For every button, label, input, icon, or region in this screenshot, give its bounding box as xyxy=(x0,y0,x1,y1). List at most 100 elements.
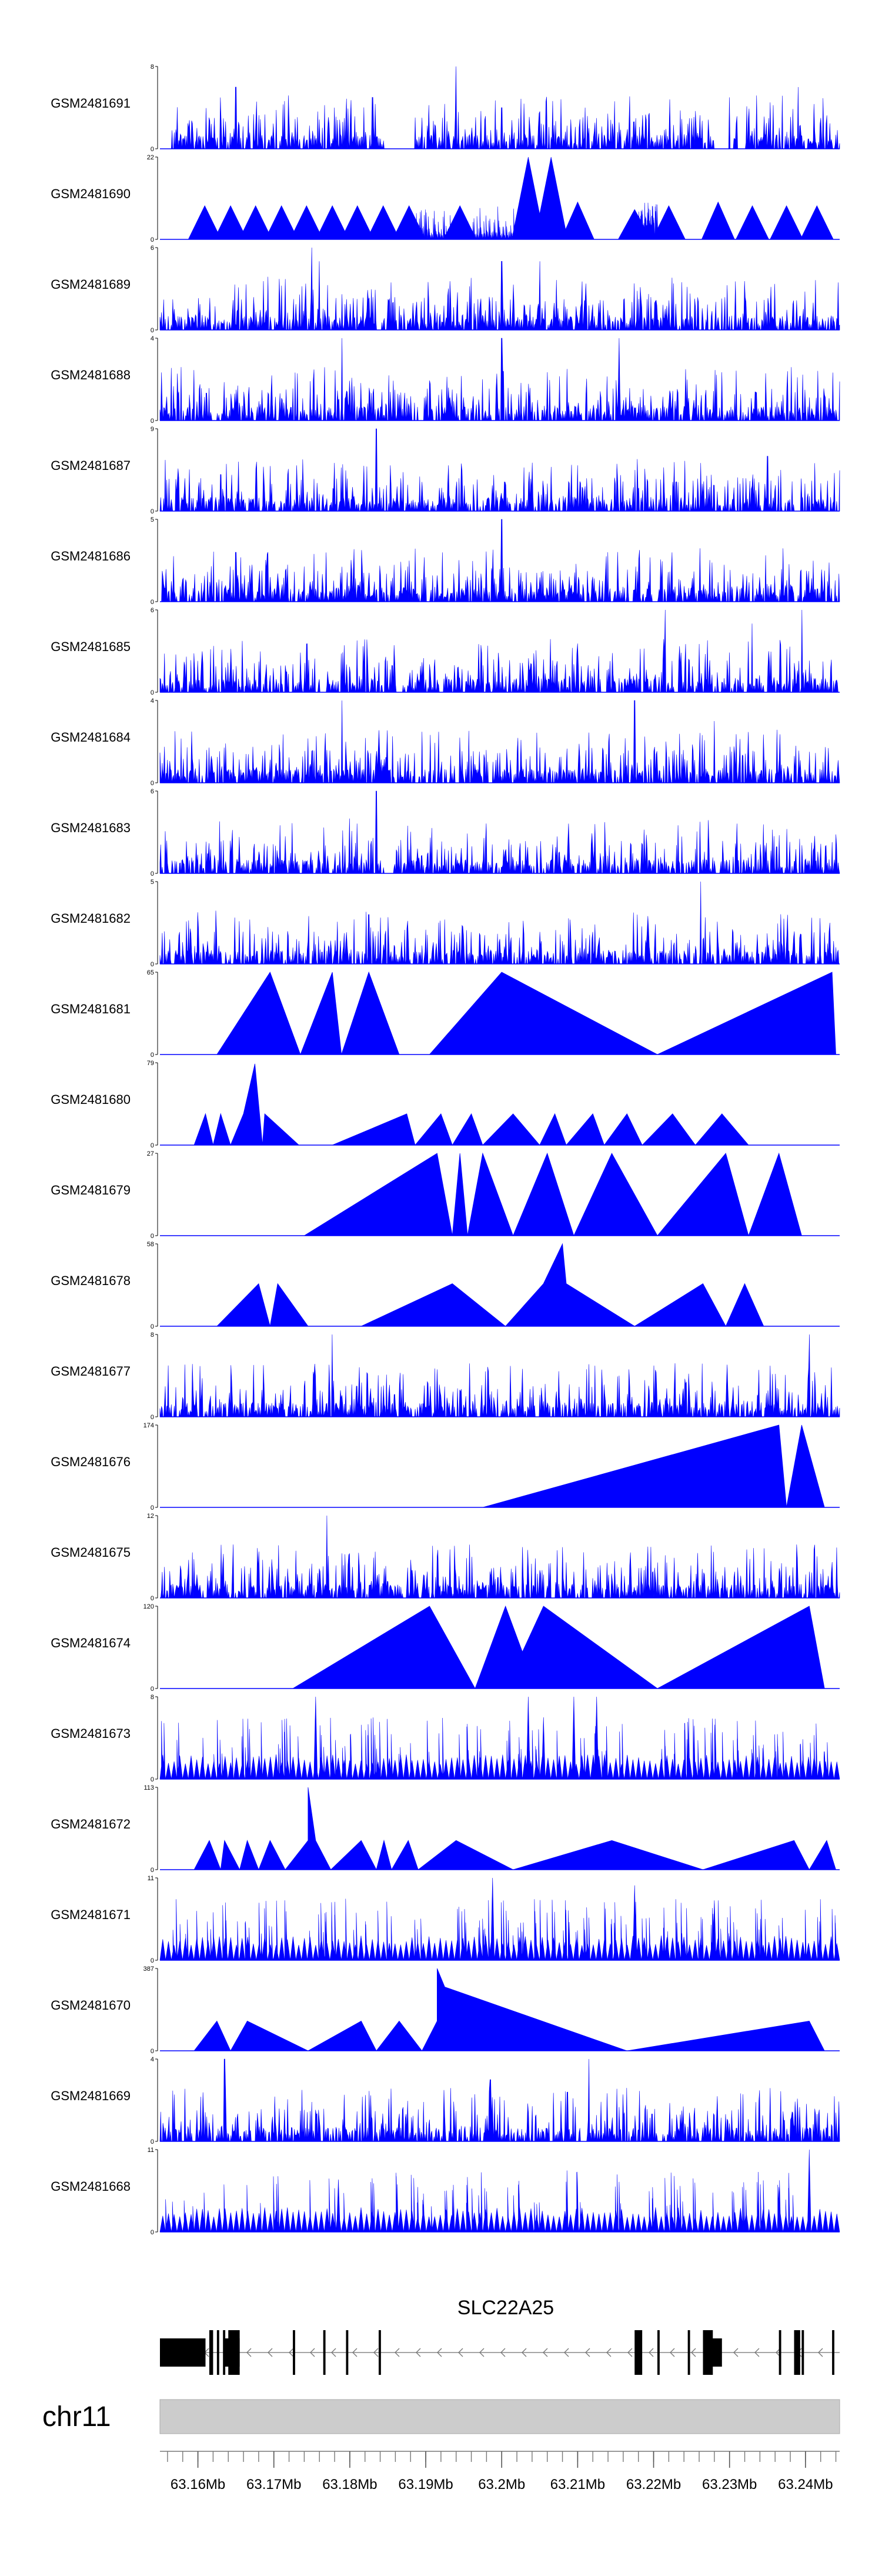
y-min-label: 0 xyxy=(151,146,154,153)
axis-tick-label: 63.22Mb xyxy=(626,2477,681,2492)
gene-exon-thick xyxy=(160,2338,206,2367)
strand-arrow xyxy=(754,2348,760,2357)
strand-arrow xyxy=(543,2348,548,2357)
track-label: GSM2481675 xyxy=(51,1545,131,1560)
coverage-track: GSM2481690 22 0 xyxy=(51,154,840,243)
strand-arrow xyxy=(395,2348,400,2357)
y-max-label: 4 xyxy=(151,698,154,705)
coverage-area xyxy=(159,1334,840,1417)
chromosome-label: chr11 xyxy=(42,2401,111,2432)
y-min-label: 0 xyxy=(151,2229,154,2236)
track-label: GSM2481689 xyxy=(51,277,131,292)
y-max-label: 113 xyxy=(143,1784,154,1791)
axis-tick-label: 63.24Mb xyxy=(778,2477,833,2492)
y-max-label: 79 xyxy=(147,1060,154,1067)
track-label: GSM2481673 xyxy=(51,1726,131,1741)
y-max-label: 11 xyxy=(148,2147,154,2154)
gene-exon-thin xyxy=(346,2330,349,2375)
coverage-area xyxy=(160,519,840,602)
y-min-label: 0 xyxy=(151,1414,154,1421)
coverage-area xyxy=(159,2058,840,2142)
y-max-label: 387 xyxy=(143,1966,154,1973)
track-label: GSM2481676 xyxy=(51,1454,131,1469)
track-label: GSM2481670 xyxy=(51,1998,131,2013)
y-max-label: 8 xyxy=(151,1694,154,1701)
coverage-area xyxy=(160,1515,840,1599)
coverage-track: GSM2481669 4 0 xyxy=(51,2056,840,2145)
y-min-label: 0 xyxy=(151,2048,154,2055)
coverage-area xyxy=(159,338,840,421)
y-max-label: 6 xyxy=(151,788,154,795)
strand-arrow xyxy=(246,2348,252,2357)
track-label: GSM2481684 xyxy=(51,730,131,745)
y-max-label: 58 xyxy=(147,1241,154,1248)
strand-arrow xyxy=(458,2348,463,2357)
strand-arrow xyxy=(606,2348,612,2357)
strand-arrow xyxy=(289,2348,294,2357)
strand-arrow xyxy=(818,2348,823,2357)
y-max-label: 6 xyxy=(151,607,154,614)
gene-exon-thin xyxy=(228,2330,240,2375)
gene-track: SLC22A25 xyxy=(160,2297,840,2375)
track-label: GSM2481682 xyxy=(51,911,131,926)
strand-arrow xyxy=(352,2348,358,2357)
strand-arrow xyxy=(733,2348,739,2357)
y-min-label: 0 xyxy=(151,508,154,515)
axis-tick-label: 63.16Mb xyxy=(171,2477,225,2492)
coverage-tracks: GSM248169180GSM2481690220GSM248168960GSM… xyxy=(51,64,840,2236)
coverage-area xyxy=(159,790,840,874)
gene-exon-thin xyxy=(687,2330,690,2375)
y-min-label: 0 xyxy=(151,870,154,877)
strand-arrow xyxy=(416,2348,421,2357)
track-label: GSM2481678 xyxy=(51,1273,131,1288)
y-min-label: 0 xyxy=(151,1504,154,1511)
gene-exon-thin xyxy=(634,2330,643,2375)
coverage-track: GSM2481673 8 0 xyxy=(51,1694,840,1783)
coverage-area xyxy=(175,1787,837,1871)
coverage-area xyxy=(175,1968,836,2051)
track-label: GSM2481677 xyxy=(51,1364,131,1379)
track-label: GSM2481690 xyxy=(51,186,131,201)
y-min-label: 0 xyxy=(151,1052,154,1059)
strand-arrow xyxy=(500,2348,506,2357)
coverage-area xyxy=(175,971,836,1056)
axis-tick-label: 63.21Mb xyxy=(550,2477,605,2492)
coverage-area xyxy=(159,609,840,693)
coverage-area xyxy=(188,156,834,240)
coverage-track: GSM2481678 58 0 xyxy=(51,1241,840,1330)
track-label: GSM2481680 xyxy=(51,1092,131,1107)
coverage-track: GSM2481677 8 0 xyxy=(51,1332,840,1421)
y-min-label: 0 xyxy=(151,2138,154,2145)
gene-exon-thin xyxy=(657,2330,660,2375)
strand-arrow xyxy=(564,2348,569,2357)
coverage-track: GSM2481684 4 0 xyxy=(51,698,840,787)
gene-exon-thick xyxy=(708,2338,722,2367)
y-max-label: 4 xyxy=(151,2056,154,2063)
coverage-track: GSM2481674 120 0 xyxy=(51,1603,840,1693)
y-max-label: 5 xyxy=(151,516,154,523)
axis-tick-label: 63.23Mb xyxy=(702,2477,757,2492)
y-min-label: 0 xyxy=(151,1233,154,1240)
y-max-label: 8 xyxy=(151,64,154,71)
coverage-track: GSM2481668 11 0 xyxy=(51,2147,840,2236)
coverage-track: GSM2481670 387 0 xyxy=(51,1966,840,2055)
coverage-area xyxy=(159,700,840,783)
coverage-track: GSM2481676 174 0 xyxy=(51,1422,840,1511)
gene-exon-thin xyxy=(209,2330,213,2375)
strand-arrow xyxy=(373,2348,379,2357)
strand-arrow xyxy=(268,2348,273,2357)
track-label: GSM2481674 xyxy=(51,1636,131,1650)
coverage-area xyxy=(159,1877,840,1961)
gene-name-label: SLC22A25 xyxy=(457,2297,554,2319)
coverage-track: GSM2481689 6 0 xyxy=(51,245,840,334)
strand-arrow xyxy=(627,2348,633,2357)
genome-axis: chr11 63.16Mb 63.17Mb 63.18Mb 63.19Mb 63.2Mb… xyxy=(42,2399,840,2492)
y-min-label: 0 xyxy=(151,1867,154,1874)
coverage-track: GSM2481679 27 0 xyxy=(51,1150,840,1240)
y-max-label: 27 xyxy=(147,1150,154,1157)
track-label: GSM2481669 xyxy=(51,2088,131,2103)
y-max-label: 174 xyxy=(143,1422,154,1429)
strand-arrow xyxy=(585,2348,590,2357)
coverage-track: GSM2481672 113 0 xyxy=(51,1784,840,1874)
